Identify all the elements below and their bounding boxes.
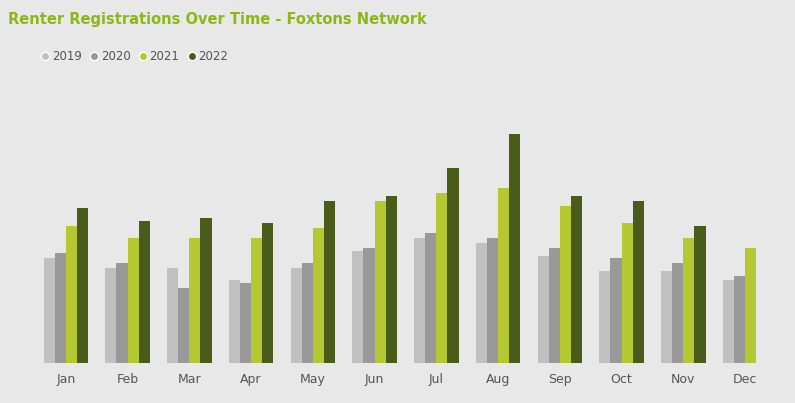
Bar bbox=[560, 206, 571, 363]
Bar bbox=[200, 218, 211, 363]
Bar bbox=[745, 248, 756, 363]
Bar bbox=[487, 238, 498, 363]
Bar bbox=[240, 283, 251, 363]
Bar bbox=[251, 238, 262, 363]
Bar bbox=[599, 270, 611, 363]
Bar bbox=[723, 280, 734, 363]
Bar bbox=[189, 238, 200, 363]
Bar bbox=[571, 196, 582, 363]
Bar bbox=[352, 251, 363, 363]
Bar bbox=[374, 201, 386, 363]
Bar bbox=[324, 201, 335, 363]
Bar bbox=[549, 248, 560, 363]
Bar bbox=[167, 268, 178, 363]
Bar bbox=[661, 270, 673, 363]
Bar bbox=[537, 256, 549, 363]
Bar bbox=[262, 223, 273, 363]
Bar bbox=[44, 258, 55, 363]
Bar bbox=[55, 253, 66, 363]
Bar bbox=[116, 263, 127, 363]
Bar bbox=[301, 263, 312, 363]
Bar bbox=[734, 276, 745, 363]
Bar bbox=[436, 193, 448, 363]
Bar bbox=[77, 208, 88, 363]
Bar bbox=[510, 133, 520, 363]
Bar bbox=[695, 226, 706, 363]
Legend: 2019, 2020, 2021, 2022: 2019, 2020, 2021, 2022 bbox=[37, 45, 233, 68]
Bar bbox=[178, 288, 189, 363]
Bar bbox=[363, 248, 374, 363]
Bar bbox=[127, 238, 138, 363]
Bar bbox=[138, 221, 149, 363]
Bar bbox=[386, 196, 397, 363]
Bar bbox=[425, 233, 436, 363]
Bar bbox=[476, 243, 487, 363]
Bar bbox=[229, 280, 240, 363]
Text: Renter Registrations Over Time - Foxtons Network: Renter Registrations Over Time - Foxtons… bbox=[8, 12, 427, 27]
Bar bbox=[684, 238, 695, 363]
Bar bbox=[673, 263, 684, 363]
Bar bbox=[622, 223, 633, 363]
Bar bbox=[291, 268, 301, 363]
Bar bbox=[633, 201, 644, 363]
Bar bbox=[448, 168, 459, 363]
Bar bbox=[414, 238, 425, 363]
Bar bbox=[66, 226, 77, 363]
Bar bbox=[312, 228, 324, 363]
Bar bbox=[498, 188, 510, 363]
Bar bbox=[611, 258, 622, 363]
Bar bbox=[105, 268, 116, 363]
